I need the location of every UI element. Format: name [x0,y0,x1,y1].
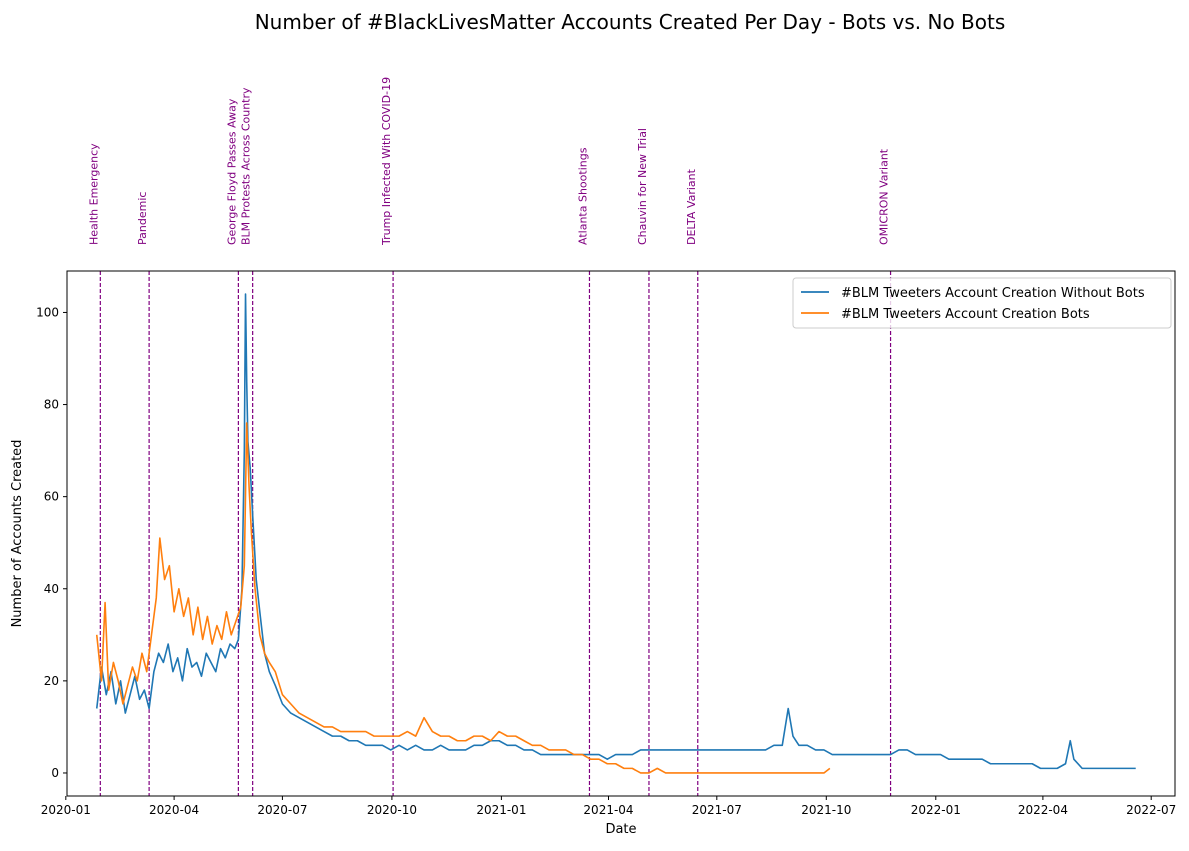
y-axis-title: Number of Accounts Created [10,440,25,628]
y-tick-label: 40 [44,582,59,596]
event-label-line: Pandemic [136,192,149,245]
x-axis: 2020-01 2020-04 2020-07 2020-10 2021-01 2021-… [41,796,1176,817]
x-tick-label: 2020-01 [41,803,91,817]
event-label: BLM Protests Across Country [240,87,253,245]
x-tick-label: 2022-07 [1126,803,1176,817]
series-line [95,422,831,774]
y-tick-label: 0 [51,766,59,780]
event-label-line: DELTA Variant [685,168,698,245]
event-label-line: Chauvin for New Trial [636,128,649,245]
event-label: DELTA Variant [685,168,698,245]
event-label-line: OMICRON Variant [878,148,891,245]
event-label-line: BLM Protests Across Country [240,87,253,245]
series-line [95,293,1136,770]
x-tick-label: 2020-10 [367,803,417,817]
event-label-line: Trump Infected With COVID-19 [380,77,393,246]
y-tick-label: 100 [36,305,59,319]
series-layer [95,293,1136,774]
x-tick-label: 2021-04 [583,803,633,817]
x-axis-title: Date [605,822,636,837]
x-tick-label: 2021-01 [476,803,526,817]
plot-area-frame [66,270,1176,797]
y-axis: 0 20 40 60 80 100 [36,305,67,780]
event-label: Atlanta Shootings [576,147,589,245]
event-annotations: Health Emergency Pandemic George Floyd Pas… [87,77,892,796]
event-label: Trump Infected With COVID-19 [380,77,393,246]
legend: #BLM Tweeters Account Creation Without B… [792,277,1172,329]
chart-title: Number of #BlackLivesMatter Accounts Cre… [255,10,1006,34]
legend-box [792,277,1172,329]
legend-label: #BLM Tweeters Account Creation Bots [841,307,1090,322]
y-tick-label: 80 [44,398,59,412]
x-tick-label: 2020-07 [257,803,307,817]
legend-label: #BLM Tweeters Account Creation Without B… [841,286,1145,301]
x-tick-label: 2020-04 [149,803,199,817]
event-label: OMICRON Variant [878,148,891,245]
x-tick-label: 2022-01 [911,803,961,817]
y-tick-label: 60 [44,490,59,504]
event-label: Pandemic [136,192,149,245]
event-label: Health Emergency [87,143,100,245]
x-tick-label: 2021-07 [692,803,742,817]
event-label-line: Atlanta Shootings [576,147,589,245]
event-label-line: Health Emergency [87,143,100,245]
x-tick-label: 2022-04 [1018,803,1068,817]
y-tick-label: 20 [44,674,59,688]
event-label: Chauvin for New Trial [636,128,649,245]
event-label-line: George Floyd Passes Away [225,98,238,245]
event-label: George Floyd Passes Away [225,98,238,245]
x-tick-label: 2021-10 [801,803,851,817]
